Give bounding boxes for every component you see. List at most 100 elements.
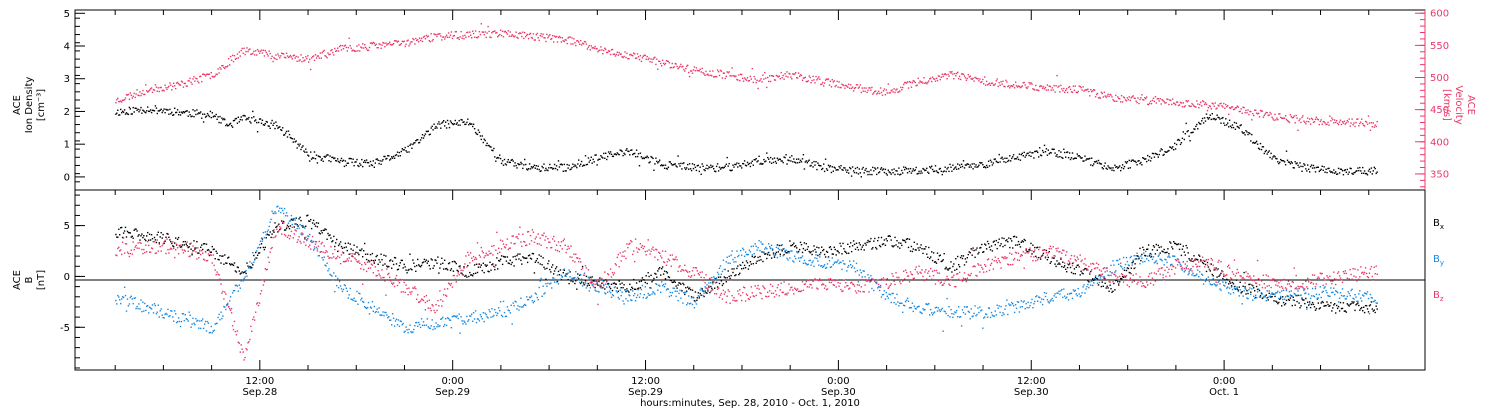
by-series-point [175, 313, 177, 315]
density-series-point [449, 120, 452, 122]
velocity-series-point [908, 81, 911, 83]
bx-series-point [362, 256, 364, 258]
density-series-point [411, 147, 413, 149]
by-series-point [909, 306, 912, 309]
bx-series-point [1012, 247, 1014, 249]
velocity-series-point [717, 71, 720, 73]
bx-series-point [176, 238, 179, 240]
by-series-point [832, 264, 834, 266]
bx-series-point [148, 233, 151, 235]
density-series-point [883, 171, 886, 174]
density-series-point [302, 145, 304, 147]
velocity-series-point [860, 91, 862, 94]
bx-series-point [1355, 304, 1357, 306]
bx-series-point [465, 274, 467, 277]
density-series-point [604, 157, 606, 159]
velocity-series-point [1075, 91, 1077, 94]
bx-series-point [975, 249, 977, 251]
velocity-series-point [157, 87, 159, 89]
density-series-point [531, 167, 534, 169]
by-series-point [678, 292, 680, 295]
velocity-series-point [274, 58, 276, 60]
velocity-series-point [709, 70, 711, 72]
by-series-point [750, 245, 752, 248]
density-series-point [123, 109, 126, 111]
bx-series-point [601, 282, 603, 284]
bx-series-point [462, 274, 464, 276]
by-series-point [497, 312, 499, 314]
by-series-point [206, 320, 209, 323]
bx-series-point [836, 250, 838, 252]
velocity-series-point [197, 80, 199, 83]
velocity-series-point [1255, 112, 1258, 114]
velocity-series-point [1023, 81, 1025, 84]
bx-series-point [356, 246, 358, 248]
velocity-series-point [510, 35, 512, 37]
density-series-point [1137, 160, 1139, 162]
velocity-series-point [590, 45, 592, 47]
by-series-point [839, 261, 841, 263]
density-series-point [504, 163, 507, 165]
bx-series-point [1005, 240, 1007, 242]
bx-series-point [1206, 261, 1209, 264]
velocity-series-point [1093, 89, 1096, 91]
velocity-series-point [176, 81, 179, 84]
density-series-point [350, 158, 352, 160]
density-series-point [1203, 117, 1206, 119]
velocity-series-point [620, 53, 622, 55]
density-series-point [283, 134, 286, 136]
velocity-series-point [261, 52, 264, 54]
density-series-point [1287, 161, 1290, 163]
density-series-point [969, 164, 971, 166]
velocity-series-point [174, 85, 176, 87]
density-series-point [1149, 160, 1152, 162]
bx-series-point [1023, 238, 1025, 241]
top-left-tick-label: 4 [64, 42, 70, 53]
by-series-point [292, 218, 294, 220]
velocity-series-point [1166, 98, 1168, 100]
velocity-series-point [177, 83, 180, 85]
velocity-series-point [309, 58, 311, 61]
bx-series-point [1337, 305, 1340, 308]
density-series-point [1172, 146, 1174, 148]
velocity-series-point [229, 64, 231, 66]
velocity-series-point [758, 80, 760, 82]
density-series-point [928, 172, 930, 174]
bx-series-point [519, 253, 521, 255]
velocity-series-point [400, 43, 402, 45]
density-series-point [1027, 152, 1029, 154]
density-series-point [1329, 170, 1331, 172]
by-series-point [231, 292, 234, 294]
density-series-point [526, 169, 529, 171]
by-series-point [621, 291, 623, 293]
velocity-series-point [708, 74, 710, 77]
density-series-point [1056, 154, 1058, 156]
bx-series-point [883, 239, 886, 241]
density-series-point [726, 156, 728, 159]
bx-series-point [505, 260, 508, 262]
density-series-point [365, 159, 368, 161]
bx-series-point [989, 249, 992, 251]
density-series-point [499, 154, 501, 156]
by-series-point [828, 260, 831, 262]
density-series-point [500, 162, 503, 165]
bx-series-point [225, 262, 227, 264]
bx-series-point [511, 261, 513, 264]
density-series-point [650, 155, 652, 158]
bx-series-point [339, 241, 342, 243]
velocity-series-point [1161, 99, 1163, 101]
velocity-series-point [474, 30, 477, 32]
bx-series-point [633, 278, 635, 281]
velocity-series-point [1272, 118, 1274, 120]
bx-series-point [410, 268, 412, 270]
bx-series-point [541, 264, 543, 266]
velocity-series-point [926, 83, 928, 85]
by-series-point [538, 286, 540, 289]
by-series-point [856, 269, 859, 272]
density-series-point [862, 166, 864, 169]
density-series-point [925, 169, 927, 171]
velocity-series-point [151, 91, 154, 93]
bx-series-point [277, 231, 279, 233]
bx-series-point [1242, 285, 1244, 287]
density-series-point [1041, 149, 1044, 152]
